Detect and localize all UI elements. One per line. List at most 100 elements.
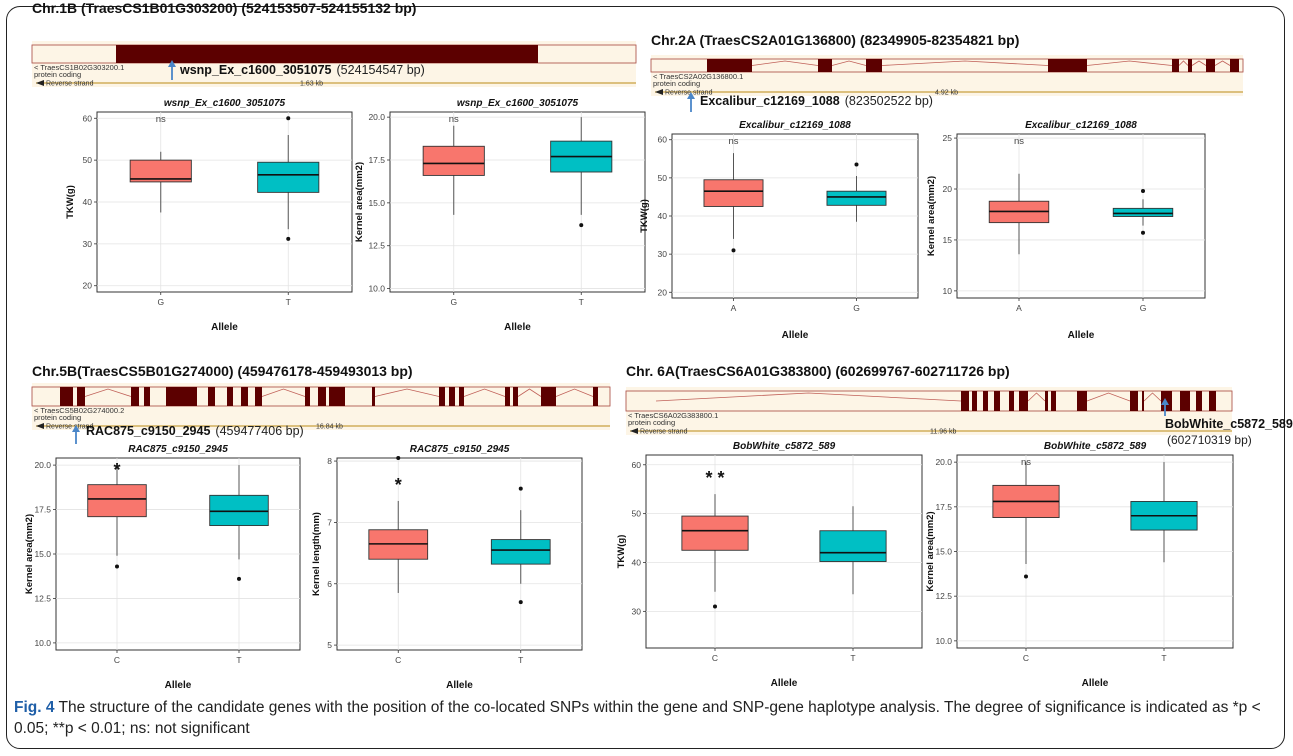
y-axis-label: Kernel area(mm2) xyxy=(354,162,365,242)
transcript-id: < TraesCS5B02G274000.2 xyxy=(34,406,124,415)
snp-position: (602710319 bp) xyxy=(1167,433,1252,447)
exon-block xyxy=(305,387,310,406)
exon-block xyxy=(1209,391,1216,411)
outlier-point xyxy=(518,600,523,605)
scale-label: 1.63 kb xyxy=(300,81,323,88)
exon-block xyxy=(116,45,538,63)
y-axis-label: TKW(g) xyxy=(65,185,76,219)
strand-label: Reverse strand xyxy=(46,424,94,431)
snp-arrowhead-icon xyxy=(687,92,695,99)
snp-name: BobWhite_c5872_589 xyxy=(1165,417,1293,431)
y-tick-label: 12.5 xyxy=(935,591,952,601)
x-tick-label: T xyxy=(579,297,584,307)
x-tick-label: A xyxy=(1016,303,1022,313)
y-tick-label: 10.0 xyxy=(34,638,51,648)
y-tick-label: 50 xyxy=(632,509,642,519)
x-tick-label: G xyxy=(157,297,164,307)
exon-block xyxy=(1045,391,1048,411)
y-tick-label: 20 xyxy=(658,287,668,297)
y-axis-label: TKW(g) xyxy=(639,199,650,233)
intron-line xyxy=(751,60,819,66)
significance-label: * xyxy=(113,460,120,480)
exon-block xyxy=(994,391,1000,411)
exon-block xyxy=(1196,391,1202,411)
exon-block xyxy=(1019,391,1028,411)
exon-block xyxy=(513,387,518,406)
y-tick-label: 20 xyxy=(83,281,93,291)
y-tick-label: 50 xyxy=(658,173,668,183)
outlier-point xyxy=(1141,189,1145,194)
outlier-point xyxy=(731,248,736,253)
intron-line xyxy=(555,388,594,397)
intron-line xyxy=(1086,392,1131,402)
y-tick-label: 30 xyxy=(658,249,668,259)
snp-name: wsnp_Ex_c1600_3051075 xyxy=(179,63,332,77)
y-tick-label: 50 xyxy=(83,155,93,165)
exon-block xyxy=(593,387,598,406)
x-tick-label: G xyxy=(450,297,457,307)
outlier-point xyxy=(396,456,401,460)
strand-arrow-icon xyxy=(630,428,638,434)
figure-caption-label: Fig. 4 xyxy=(14,699,55,716)
intron-line xyxy=(374,388,440,397)
snp-arrowhead-icon xyxy=(72,425,80,432)
y-tick-label: 6 xyxy=(327,579,332,589)
biotype-label: protein coding xyxy=(653,79,700,88)
x-tick-label: T xyxy=(518,655,523,665)
plot-area xyxy=(645,454,923,649)
outlier-point xyxy=(1141,230,1145,235)
y-tick-label: 10.0 xyxy=(368,284,385,294)
y-tick-label: 40 xyxy=(658,211,668,221)
x-tick-label: T xyxy=(286,297,291,307)
exon-block xyxy=(1077,391,1087,411)
significance-label: ns xyxy=(1021,457,1031,468)
intron-line xyxy=(1214,60,1231,66)
significance-label: * xyxy=(395,475,402,495)
outlier-point xyxy=(115,564,119,569)
y-axis-label: Kernel area(mm2) xyxy=(24,514,35,594)
exon-block xyxy=(227,387,233,406)
y-tick-label: 30 xyxy=(83,239,93,249)
exon-block xyxy=(255,387,262,406)
intron-line xyxy=(1178,60,1189,66)
y-tick-label: 15 xyxy=(943,235,953,245)
exon-block xyxy=(329,387,345,406)
transcript-id: < TraesCS6A02G383800.1 xyxy=(628,411,718,420)
exon-block xyxy=(241,387,248,406)
y-tick-label: 20.0 xyxy=(368,112,385,122)
biotype-label: protein coding xyxy=(34,413,81,422)
y-tick-label: 10 xyxy=(943,286,953,296)
snp-name: RAC875_c9150_2945 xyxy=(86,424,210,438)
exon-block xyxy=(1142,391,1144,411)
panel-title: BobWhite_c5872_589 xyxy=(1044,441,1147,452)
intron-line xyxy=(655,392,962,402)
plot-area xyxy=(389,111,646,293)
box-A xyxy=(703,179,764,207)
x-tick-label: C xyxy=(395,655,401,665)
snp-position: (823502522 bp) xyxy=(845,94,933,108)
x-axis-label: Allele xyxy=(165,680,192,691)
strand-arrow-icon xyxy=(655,89,663,95)
y-tick-label: 20.0 xyxy=(34,460,51,470)
panel-title: Excalibur_c12169_1088 xyxy=(1025,120,1137,131)
scale-label: 4.92 kb xyxy=(935,90,958,97)
y-tick-label: 12.5 xyxy=(34,593,51,603)
x-tick-label: C xyxy=(1023,653,1029,663)
outlier-point xyxy=(713,604,717,609)
x-axis-label: Allele xyxy=(771,678,798,689)
outlier-point xyxy=(286,116,291,121)
exon-block xyxy=(1048,59,1087,72)
snp-position: (459477406 bp) xyxy=(215,424,303,438)
outlier-point xyxy=(1024,574,1028,579)
snp-arrowhead-icon xyxy=(1161,398,1169,405)
exon-block xyxy=(372,387,375,406)
exon-block xyxy=(541,387,556,406)
exon-block xyxy=(505,387,510,406)
box-T xyxy=(209,494,269,527)
y-tick-label: 40 xyxy=(83,197,93,207)
exon-block xyxy=(972,391,977,411)
biotype-label: protein coding xyxy=(34,70,81,79)
strand-label: Reverse strand xyxy=(640,429,688,436)
outlier-point xyxy=(237,576,241,581)
exon-block xyxy=(1051,391,1056,411)
